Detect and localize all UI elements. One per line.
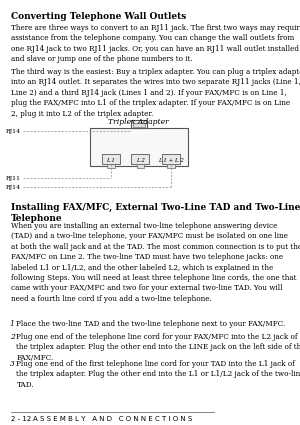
Text: A S S E M B L Y   A N D   C O N N E C T I O N S: A S S E M B L Y A N D C O N N E C T I O … [33, 416, 192, 422]
Bar [133, 123, 145, 127]
Text: 2: 2 [10, 333, 15, 341]
Text: Triplex Adapter: Triplex Adapter [108, 118, 169, 126]
Text: 1: 1 [10, 320, 15, 328]
Text: 2 - 12: 2 - 12 [11, 416, 32, 422]
Text: RJ14: RJ14 [6, 128, 21, 133]
Bar [131, 154, 149, 164]
Text: When you are installing an external two-line telephone answering device
(TAD) an: When you are installing an external two-… [11, 222, 300, 303]
Bar [102, 154, 120, 164]
Bar [162, 154, 180, 164]
Text: There are three ways to convert to an RJ11 jack. The first two ways may require
: There are three ways to convert to an RJ… [11, 24, 300, 63]
Bar [167, 164, 175, 168]
Text: Installing FAX/MFC, External Two-Line TAD and Two-Line
Telephone: Installing FAX/MFC, External Two-Line TA… [11, 203, 300, 223]
Text: L 1: L 1 [106, 158, 116, 162]
Bar [130, 120, 147, 128]
Text: L 1 + L 2: L 1 + L 2 [158, 158, 184, 162]
Text: RJ11: RJ11 [6, 176, 21, 181]
Text: 3: 3 [10, 360, 15, 368]
Text: Place the two-line TAD and the two-line telephone next to your FAX/MFC.: Place the two-line TAD and the two-line … [16, 320, 286, 328]
Bar [90, 128, 188, 166]
Bar [136, 164, 144, 168]
Bar [107, 164, 115, 168]
Text: The third way is the easiest: Buy a triplex adapter. You can plug a triplex adap: The third way is the easiest: Buy a trip… [11, 68, 300, 118]
Text: L 2: L 2 [136, 158, 145, 162]
Text: Plug one end of the first telephone line cord for your TAD into the L1 jack of
t: Plug one end of the first telephone line… [16, 360, 300, 389]
Text: Plug one end of the telephone line cord for your FAX/MFC into the L2 jack of
the: Plug one end of the telephone line cord … [16, 333, 300, 362]
Text: RJ14: RJ14 [6, 184, 21, 190]
Text: Converting Telephone Wall Outlets: Converting Telephone Wall Outlets [11, 12, 187, 21]
